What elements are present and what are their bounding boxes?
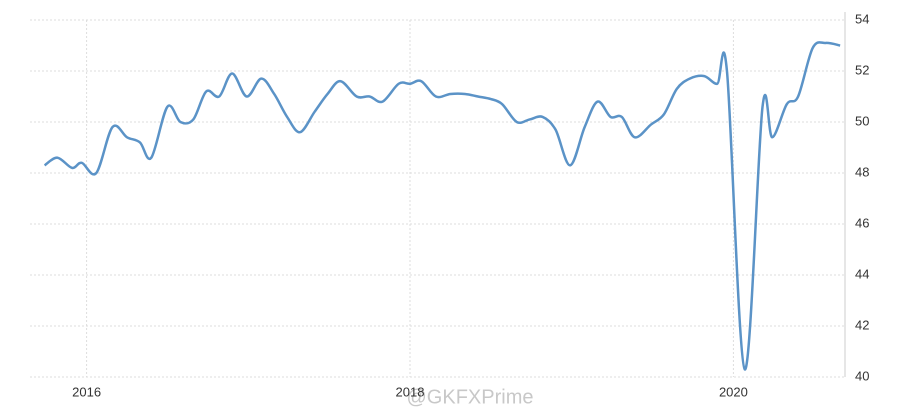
y-tick-label: 50 bbox=[855, 113, 869, 128]
watermark: @GKFXPrime bbox=[407, 386, 534, 408]
y-tick-label: 48 bbox=[855, 164, 869, 179]
y-tick-label: 46 bbox=[855, 215, 869, 230]
y-tick-label: 44 bbox=[855, 266, 869, 281]
y-tick-label: 52 bbox=[855, 62, 869, 77]
y-tick-label: 54 bbox=[855, 11, 869, 26]
x-tick-label: 2020 bbox=[719, 384, 748, 399]
y-tick-label: 40 bbox=[855, 368, 869, 383]
y-tick-label: 42 bbox=[855, 317, 869, 332]
x-tick-label: 2016 bbox=[72, 384, 101, 399]
line bbox=[43, 41, 841, 371]
x-tick-label: 2018 bbox=[396, 384, 425, 399]
